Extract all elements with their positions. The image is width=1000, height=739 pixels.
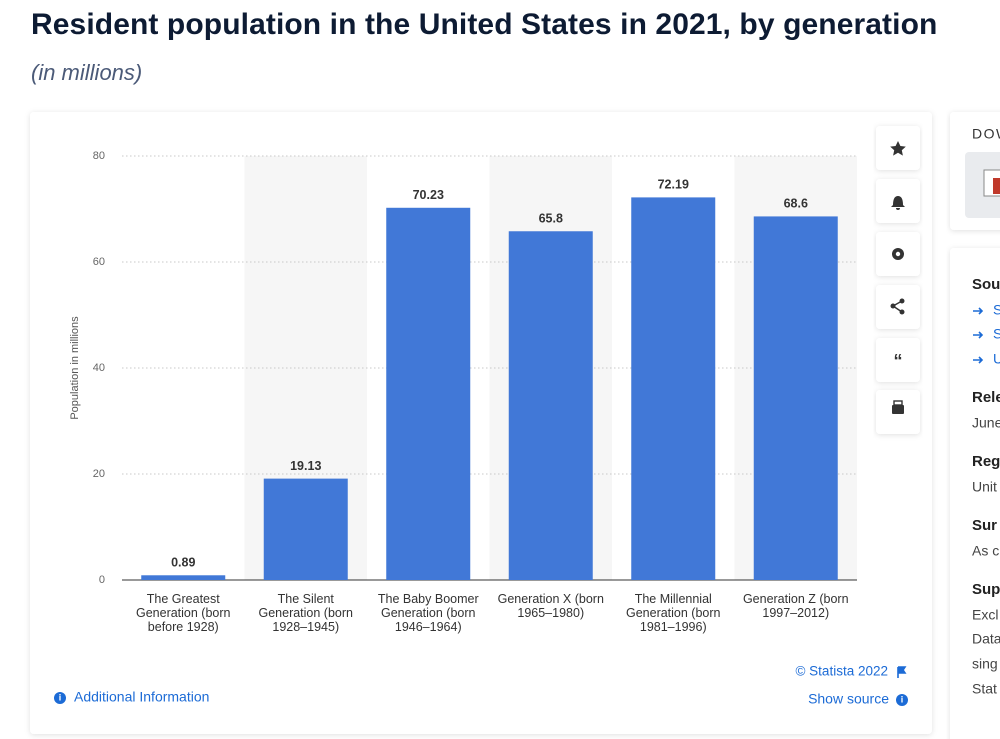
- sidebar-text: Data: [972, 631, 1000, 647]
- info-icon: i: [59, 692, 62, 702]
- y-axis-label: Population in millions: [69, 316, 81, 420]
- bar: [141, 575, 226, 580]
- bar: [263, 478, 348, 580]
- y-tick-label: 80: [93, 150, 105, 162]
- sidebar-text: Unit: [972, 479, 997, 495]
- x-tick-label: The Millennial Generation (born 1981–199…: [625, 592, 721, 634]
- download-icon: [993, 178, 1000, 194]
- chart-subtitle: (in millions): [31, 60, 143, 85]
- y-tick-label: 0: [99, 574, 105, 586]
- quote-icon: “: [894, 351, 903, 371]
- share-icon: [892, 300, 903, 313]
- gear-icon: [895, 251, 901, 257]
- source-link[interactable]: S: [993, 302, 1000, 318]
- source-link[interactable]: U: [993, 351, 1000, 367]
- chart-title: Resident population in the United States…: [31, 8, 938, 41]
- sidebar-heading: Reg: [972, 453, 1000, 470]
- share-button[interactable]: [876, 285, 920, 329]
- sidebar-text: Stat: [972, 681, 997, 697]
- y-tick-label: 20: [93, 468, 105, 480]
- bar: [386, 207, 471, 580]
- sidebar-heading: Sup: [972, 581, 1000, 598]
- bar: [753, 216, 838, 581]
- info-icon: i: [901, 694, 904, 704]
- download-heading: DOW: [972, 126, 1000, 142]
- data-label: 72.19: [658, 178, 689, 192]
- sidebar-text: sing: [972, 656, 998, 672]
- x-tick-label: The Silent Generation (born 1928–1945): [258, 592, 353, 634]
- data-label: 65.8: [539, 212, 563, 226]
- arrow-icon: [973, 307, 984, 315]
- download-box[interactable]: [965, 152, 1000, 218]
- data-label: 70.23: [413, 188, 444, 202]
- bar: [631, 197, 716, 580]
- sidebar-text: Excl: [972, 607, 998, 623]
- info-icon: [54, 692, 66, 704]
- y-tick-label: 60: [93, 256, 105, 268]
- arrow-icon: [973, 331, 984, 339]
- x-tick-label: The Greatest Generation (born before 192…: [135, 592, 231, 634]
- info-card: [950, 248, 1000, 739]
- x-tick-label: Generation X (born 1965–1980): [497, 592, 604, 620]
- sidebar-heading: Sou: [972, 276, 1000, 293]
- x-tick-label: The Baby Boomer Generation (born 1946–19…: [377, 592, 479, 634]
- copyright[interactable]: © Statista 2022: [795, 664, 888, 679]
- flag-icon: [897, 666, 907, 678]
- sidebar-heading: Rele: [972, 389, 1000, 406]
- additional-info-link[interactable]: Additional Information: [74, 689, 209, 705]
- y-tick-label: 40: [93, 362, 105, 374]
- sidebar-text: June: [972, 415, 1000, 431]
- source-link[interactable]: S: [993, 326, 1000, 342]
- sidebar-text: As c: [972, 543, 999, 559]
- x-tick-label: Generation Z (born 1997–2012): [742, 592, 849, 620]
- bar: [508, 231, 593, 580]
- info-icon: [896, 694, 908, 706]
- print-icon: [893, 400, 903, 406]
- arrow-icon: [973, 356, 984, 364]
- data-label: 68.6: [784, 197, 808, 211]
- show-source-link[interactable]: Show source: [808, 691, 889, 707]
- sidebar-heading: Sur: [972, 517, 997, 534]
- bell-icon: [891, 196, 905, 210]
- data-label: 0.89: [171, 556, 195, 570]
- print-icon: [892, 405, 904, 414]
- data-label: 19.13: [290, 459, 321, 473]
- cite-button[interactable]: [876, 338, 920, 382]
- star-icon: [890, 141, 906, 156]
